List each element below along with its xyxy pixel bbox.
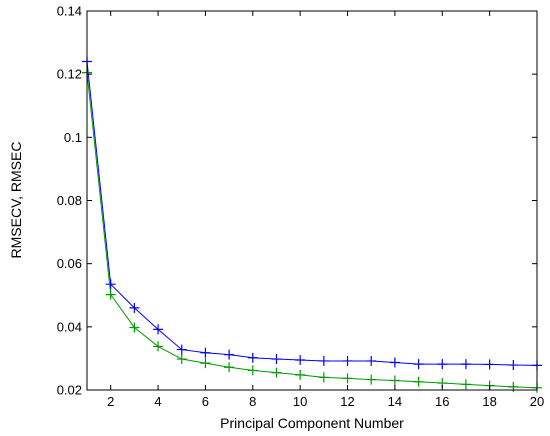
x-tick-label: 4 (154, 394, 161, 409)
data-point-marker (389, 357, 400, 368)
y-tick-label: 0.06 (57, 256, 82, 271)
data-point-marker (342, 373, 353, 384)
data-point-marker (460, 379, 471, 390)
y-tick-label: 0.1 (64, 130, 82, 145)
data-point-marker (484, 359, 495, 370)
data-point-marker (366, 374, 377, 385)
x-tick-label: 20 (530, 394, 544, 409)
y-tick-label: 0.04 (57, 319, 82, 334)
x-tick-label: 10 (293, 394, 307, 409)
data-point-marker (224, 349, 235, 360)
series-layer (82, 56, 542, 393)
x-tick-label: 18 (482, 394, 496, 409)
data-point-marker (176, 354, 187, 365)
y-tick-label: 0.14 (57, 4, 82, 19)
y-tick-label: 0.08 (57, 193, 82, 208)
data-point-marker (200, 347, 211, 358)
data-point-marker (508, 360, 519, 371)
data-point-marker (366, 355, 377, 366)
plot-area (87, 11, 537, 390)
y-tick-label: 0.12 (57, 67, 82, 82)
data-point-marker (129, 302, 140, 313)
data-point-marker (200, 358, 211, 369)
data-point-marker (247, 352, 258, 363)
x-axis-label: Principal Component Number (220, 415, 404, 431)
y-axis-label: RMSECV, RMSEC (8, 142, 24, 259)
data-point-marker (271, 367, 282, 378)
data-point-marker (413, 359, 424, 370)
x-tick-label: 6 (202, 394, 209, 409)
data-point-marker (271, 354, 282, 365)
data-point-marker (437, 359, 448, 370)
x-tick-label: 12 (340, 394, 354, 409)
data-point-marker (318, 372, 329, 383)
data-point-marker (105, 279, 116, 290)
data-point-marker (318, 355, 329, 366)
data-point-marker (413, 376, 424, 387)
x-tick-label: 8 (249, 394, 256, 409)
data-point-marker (224, 362, 235, 373)
data-point-marker (176, 344, 187, 355)
data-point-marker (105, 289, 116, 300)
data-point-marker (129, 322, 140, 333)
data-point-marker (460, 359, 471, 370)
x-tick-label: 14 (388, 394, 402, 409)
data-point-marker (295, 369, 306, 380)
data-point-marker (153, 341, 164, 352)
x-tick-label: 16 (435, 394, 449, 409)
data-point-marker (247, 365, 258, 376)
series-1 (82, 56, 542, 371)
data-point-marker (295, 354, 306, 365)
data-point-marker (342, 355, 353, 366)
data-point-marker (153, 324, 164, 335)
data-point-marker (389, 375, 400, 386)
series-2 (82, 67, 542, 393)
tick-layer: 2 4 6 8 10 12 14 16 18 20 0.02 0.04 0.06 0.08 0.1 0.12 0… (57, 4, 545, 410)
y-tick-label: 0.02 (57, 383, 82, 398)
x-tick-label: 2 (107, 394, 114, 409)
